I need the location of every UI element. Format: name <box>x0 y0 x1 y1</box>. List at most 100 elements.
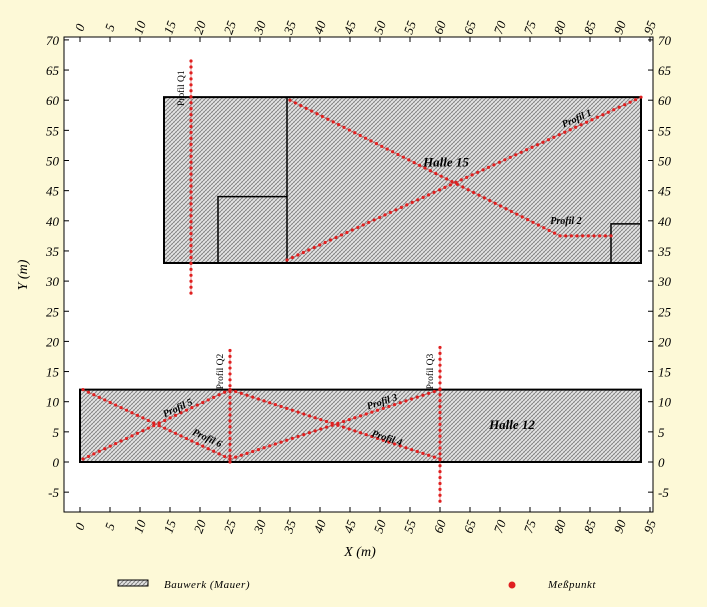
measurement-point <box>438 387 442 391</box>
measurement-point <box>189 220 193 224</box>
measurement-point <box>268 444 272 448</box>
x-tick-label-bottom: 80 <box>551 517 570 535</box>
x-tick-label-top: 25 <box>221 18 240 36</box>
measurement-point <box>189 243 193 248</box>
measurement-point <box>81 457 85 461</box>
x-tick-label-top: 95 <box>641 18 660 36</box>
measurement-point <box>438 470 442 474</box>
measurement-point <box>228 460 232 464</box>
measurement-point <box>601 113 605 117</box>
profile-label: Profil 2 <box>550 216 581 227</box>
measurement-point <box>342 125 346 129</box>
x-tick-label-top: 20 <box>191 18 210 36</box>
measurement-point <box>234 389 238 394</box>
measurement-point <box>353 416 357 420</box>
measurement-point <box>228 407 232 411</box>
measurement-point <box>103 398 107 402</box>
measurement-point <box>466 188 470 192</box>
measurement-point <box>341 419 346 424</box>
x-tick-label-bottom: 90 <box>611 517 630 535</box>
measurement-point <box>189 196 193 200</box>
measurement-point <box>387 404 391 409</box>
measurement-point <box>179 434 183 438</box>
measurement-point <box>228 436 232 441</box>
measurement-point <box>217 452 221 456</box>
measurement-point <box>184 408 189 412</box>
measurement-point <box>493 201 497 205</box>
measurement-point <box>234 455 238 459</box>
measurement-point <box>481 168 485 172</box>
y-axis-title: Y (m) <box>16 259 31 290</box>
y-tick-label-left: 40 <box>46 214 60 229</box>
y-tick-label-left: 10 <box>46 395 60 410</box>
measurement-point <box>312 245 316 250</box>
measurement-point <box>350 228 354 232</box>
measurement-point <box>584 120 589 124</box>
measurement-point <box>353 429 357 433</box>
measurement-point <box>119 406 123 410</box>
profile-line <box>82 389 231 460</box>
measurement-point <box>347 418 351 422</box>
measurement-point <box>337 123 341 127</box>
y-tick-label-right: 40 <box>658 214 672 229</box>
measurement-point <box>290 255 295 260</box>
measurement-point <box>415 449 419 454</box>
measurement-point <box>633 98 638 102</box>
measurement-point <box>319 427 323 431</box>
measurement-point <box>290 408 295 412</box>
measurement-point <box>465 175 469 179</box>
x-tick-label-top: 35 <box>280 18 299 37</box>
profile-label: Profil Q3 <box>425 353 436 389</box>
measurement-point <box>86 390 91 394</box>
y-tick-label-right: 50 <box>658 154 672 169</box>
measurement-point <box>201 400 205 405</box>
measurement-point <box>190 439 194 443</box>
measurement-point <box>372 218 376 222</box>
measurement-point <box>432 389 436 394</box>
measurement-point <box>398 401 402 405</box>
measurement-point <box>541 140 545 144</box>
x-tick-label-top: 90 <box>611 18 630 36</box>
measurement-point <box>189 95 193 99</box>
measurement-point <box>279 404 283 409</box>
measurement-point <box>438 428 442 432</box>
measurement-point <box>251 449 255 454</box>
measurement-point <box>173 413 178 417</box>
measurement-point <box>163 426 167 430</box>
measurement-point <box>293 101 297 105</box>
measurement-point <box>228 360 232 364</box>
measurement-point <box>374 142 378 146</box>
measurement-point <box>486 165 491 169</box>
measurement-point <box>285 406 289 410</box>
x-tick-label-bottom: 20 <box>191 517 210 535</box>
y-tick-label-left: 55 <box>46 123 60 138</box>
measurement-point <box>438 375 442 379</box>
x-tick-label-bottom: 10 <box>131 517 150 535</box>
measurement-point <box>579 123 583 127</box>
measurement-point <box>228 389 232 394</box>
x-tick-label-bottom: 5 <box>102 520 118 532</box>
measurement-point <box>152 421 156 425</box>
measurement-point <box>189 118 193 123</box>
measurement-point-legend-label: Meßpunkt <box>547 579 596 591</box>
measurement-point <box>421 195 425 199</box>
x-tick-label-bottom: 35 <box>280 517 299 536</box>
measurement-point <box>273 442 278 446</box>
measurement-point <box>612 108 616 112</box>
y-tick-label-left: 65 <box>46 63 60 78</box>
y-tick-label-right: 60 <box>658 93 672 108</box>
measurement-point <box>189 136 193 140</box>
measurement-point <box>568 128 572 132</box>
measurement-point <box>603 234 607 238</box>
measurement-point <box>268 401 272 405</box>
measurement-point <box>623 103 627 107</box>
measurement-point <box>256 448 260 452</box>
measurement-point <box>228 431 232 435</box>
measurement-point <box>190 406 194 410</box>
x-tick-label-bottom: 45 <box>341 517 360 535</box>
x-tick-label-top: 50 <box>371 18 390 36</box>
measurement-point <box>438 363 442 367</box>
y-tick-label-right: 65 <box>658 63 672 78</box>
measurement-point <box>146 426 150 430</box>
